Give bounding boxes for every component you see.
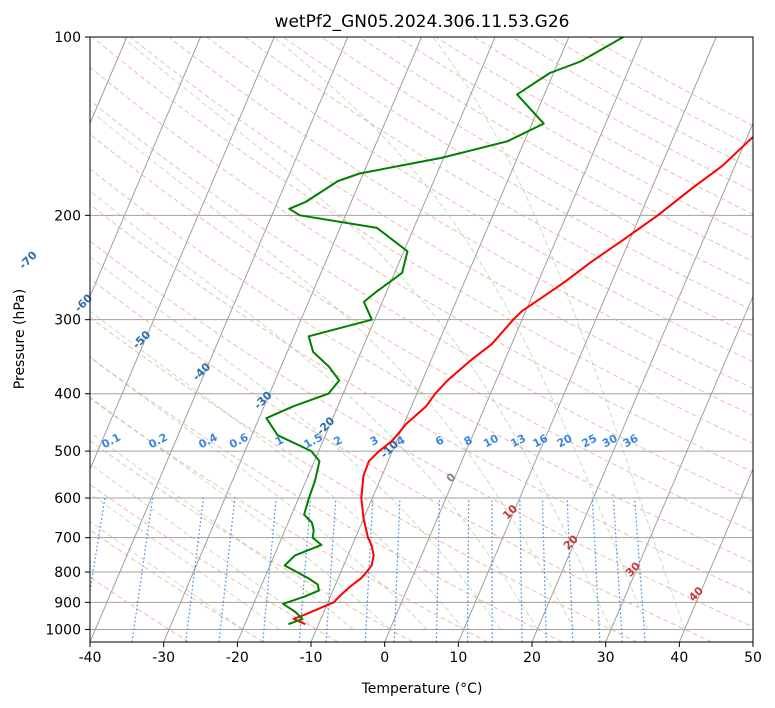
isotherm-line — [384, 37, 643, 642]
dry-adiabat — [90, 316, 638, 642]
mixing-ratio-label: 16 — [531, 432, 551, 451]
y-tick-label: 700 — [54, 531, 81, 547]
mixing-ratio-line — [566, 497, 574, 642]
moist-adiabat — [90, 109, 575, 630]
mixing-ratio-line — [131, 497, 154, 642]
profile-series — [265, 37, 753, 626]
moist-adiabat — [273, 37, 649, 630]
mixing-ratio-line — [591, 497, 601, 642]
x-tick-label: 30 — [597, 650, 615, 666]
mixing-ratio-line — [262, 497, 277, 642]
x-tick-label: 50 — [744, 650, 762, 666]
mixing-ratio-line — [218, 497, 236, 642]
x-tick-label: 20 — [523, 650, 541, 666]
mixing-ratio-label: 10 — [481, 432, 501, 451]
dry-adiabat — [206, 37, 753, 363]
y-tick-label: 800 — [54, 565, 81, 581]
dry-adiabat — [90, 203, 753, 595]
x-tick-label: -20 — [226, 650, 249, 666]
mixing-ratio-line — [435, 497, 441, 642]
isotherm-line — [163, 37, 422, 642]
dry-adiabat — [90, 278, 712, 642]
mixing-ratio-label: 25 — [580, 432, 600, 451]
moist-adiabat — [90, 520, 243, 630]
moist-adiabat — [90, 431, 354, 630]
dry-adiabat — [90, 529, 264, 642]
dry-adiabat — [90, 483, 339, 642]
x-tick-label: -40 — [79, 650, 102, 666]
mixing-ratio-label: 30 — [600, 432, 620, 451]
y-tick-label: 1000 — [45, 622, 81, 638]
dry-adiabat — [168, 37, 753, 389]
moist-adiabat — [432, 37, 686, 630]
dry-adiabat — [90, 133, 753, 533]
mixing-ratio-line — [541, 497, 547, 642]
moist-adiabat — [90, 190, 538, 630]
isotherm-line — [678, 467, 753, 642]
x-tick-label: -30 — [152, 650, 175, 666]
mixing-ratio-line — [185, 497, 205, 642]
mixing-ratio-line — [612, 497, 623, 642]
y-axis-label: Pressure (hPa) — [12, 289, 28, 389]
axis-ticks: -40 -30 -20 -10 0 10 20 30 40 50 100 200 300 400 500 60… — [45, 30, 762, 666]
dry-adiabat — [90, 440, 414, 642]
isotherm-line — [531, 122, 753, 642]
isotherm-line — [605, 295, 753, 642]
x-axis-label: Temperature (°C) — [361, 681, 483, 697]
dry-adiabat — [90, 168, 753, 563]
moist-adiabat — [90, 310, 465, 630]
y-tick-label: 200 — [54, 208, 81, 224]
mixing-ratio-label: 20 — [555, 432, 575, 451]
x-tick-label: 10 — [449, 650, 467, 666]
y-tick-label: 900 — [54, 595, 81, 611]
y-tick-label: 100 — [54, 30, 81, 46]
plot-frame — [89, 36, 754, 643]
moist-adiabat — [90, 463, 317, 630]
mixing-ratio-line — [90, 497, 106, 595]
mixing-ratio-line — [634, 497, 646, 642]
dry-adiabat — [90, 66, 753, 473]
y-tick-label: 300 — [54, 313, 81, 329]
dry-adiabat — [90, 356, 563, 642]
mixing-ratio-line — [393, 497, 401, 642]
x-tick-label: 40 — [670, 650, 688, 666]
dewpoint-line — [265, 37, 624, 626]
isotherm-line — [90, 37, 201, 298]
moist-adiabat — [90, 255, 501, 630]
chart-title: wetPf2_GN05.2024.306.11.53.G26 — [275, 12, 570, 32]
dry-adiabat — [90, 240, 753, 628]
moist-adiabat — [121, 37, 612, 630]
x-tick-label: 0 — [380, 650, 389, 666]
mixing-ratio-label: 13 — [508, 432, 528, 451]
y-tick-label: 600 — [54, 491, 81, 507]
dry-adiabat — [90, 397, 488, 642]
temperature-line — [292, 135, 753, 626]
isotherm-line — [90, 37, 275, 471]
dry-adiabat — [244, 37, 753, 337]
dry-adiabat — [90, 99, 753, 502]
dry-adiabat — [282, 37, 753, 312]
moist-adiabat — [90, 356, 428, 630]
y-tick-label: 500 — [54, 444, 81, 460]
isotherm-line — [457, 37, 717, 642]
background-lines — [90, 37, 753, 642]
mixing-ratio-line — [325, 497, 337, 642]
mixing-ratio-label: 36 — [621, 432, 641, 451]
isotherm-line — [236, 37, 496, 642]
y-tick-label: 400 — [54, 387, 81, 403]
mixing-ratio-line — [519, 498, 523, 642]
x-tick-label: -10 — [300, 650, 323, 666]
isotherm-line — [90, 37, 349, 642]
